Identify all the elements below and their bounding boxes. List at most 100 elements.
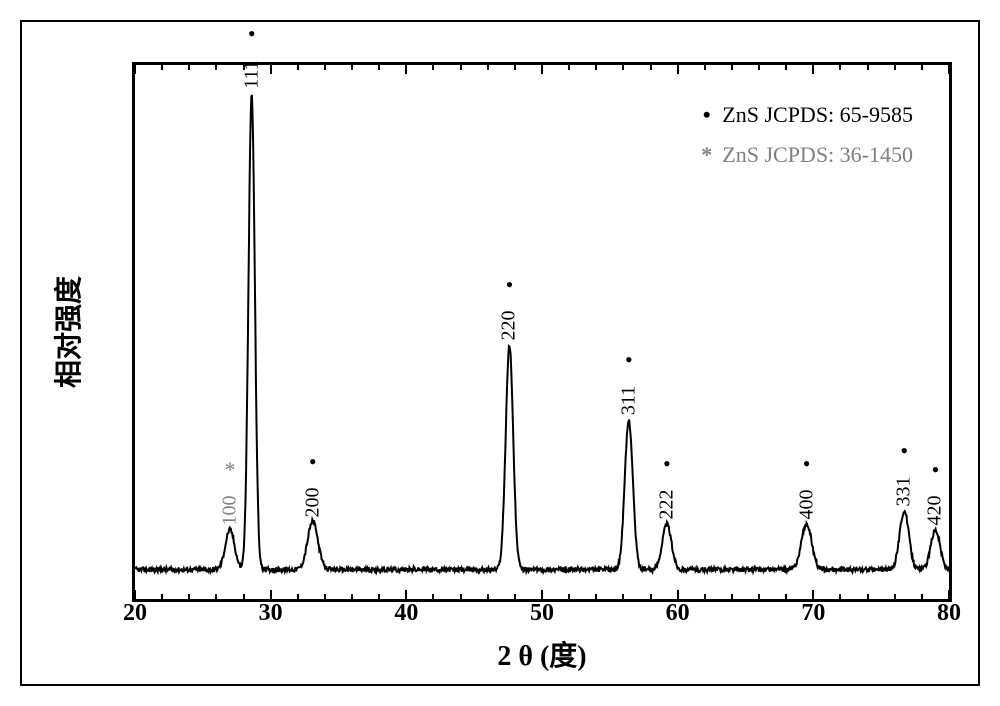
x-tick-minor [215,594,217,600]
x-tick-minor-top [731,64,733,70]
plot-area: • ZnS JCPDS: 65-9585* ZnS JCPDS: 36-1450… [132,62,952,602]
peak-hkl: 100 [218,495,241,525]
x-tick-minor [188,594,190,600]
x-tick-mark-top [270,64,272,74]
x-tick-minor [731,594,733,600]
x-tick-minor-top [704,64,706,70]
x-tick-minor-top [351,64,353,70]
peak-label-200: • 200 [298,451,328,514]
x-tick-mark [405,590,407,600]
legend-item: * ZnS JCPDS: 36-1450 [697,135,913,175]
peak-label-400: •400 [792,453,822,516]
x-tick-minor-top [650,64,652,70]
asterisk-icon: * [697,135,717,175]
x-tick-mark [270,590,272,600]
x-tick-minor [785,594,787,600]
peak-label-111: •111 [237,23,266,86]
x-tick-minor [243,594,245,600]
x-tick-minor [351,594,353,600]
peak-label-100: * 100 [215,459,245,522]
x-tick-mark [541,590,543,600]
x-tick-label: 40 [394,600,418,627]
x-tick-minor-top [785,64,787,70]
x-tick-mark-top [812,64,814,74]
x-tick-minor [568,594,570,600]
dot-icon: • [494,274,524,296]
peak-label-420: • 420 [920,459,950,522]
peak-hkl: 311 [617,386,640,415]
x-tick-minor-top [839,64,841,70]
dot-icon: • [298,451,328,473]
peak-label-220: •220 [494,274,524,337]
peak-label-331: • 331 [889,440,919,503]
x-tick-minor-top [622,64,624,70]
x-tick-mark [948,590,950,600]
legend-text: ZnS JCPDS: 65-9585 [717,102,913,127]
x-tick-minor-top [324,64,326,70]
x-tick-minor [324,594,326,600]
peak-hkl: 111 [240,61,263,90]
x-tick-minor [432,594,434,600]
dot-icon: • [237,23,266,45]
dot-icon: • [889,440,919,462]
legend-item: • ZnS JCPDS: 65-9585 [697,95,913,135]
x-tick-minor [839,594,841,600]
peak-label-311: • 311 [614,349,643,412]
x-tick-minor-top [921,64,923,70]
x-tick-minor-top [487,64,489,70]
x-tick-mark-top [948,64,950,74]
x-tick-label: 70 [801,600,825,627]
x-tick-mark-top [677,64,679,74]
x-tick-mark [134,590,136,600]
peak-hkl: 222 [655,490,678,520]
legend-text: ZnS JCPDS: 36-1450 [717,142,913,167]
x-tick-mark [812,590,814,600]
x-tick-minor-top [568,64,570,70]
x-tick-minor [514,594,516,600]
dot-icon: • [920,459,950,481]
x-tick-minor [867,594,869,600]
x-tick-label: 80 [937,600,961,627]
x-tick-mark-top [134,64,136,74]
dot-icon: • [792,453,822,475]
x-axis-label: 2 θ (度) [497,634,586,674]
x-tick-minor [378,594,380,600]
y-axis-label: 相对强度 [47,276,87,388]
x-tick-minor-top [894,64,896,70]
x-tick-minor-top [460,64,462,70]
dot-icon: • [652,453,682,475]
x-tick-mark-top [405,64,407,74]
peak-hkl: 200 [301,487,324,517]
asterisk-icon: * [215,459,245,481]
x-tick-minor [487,594,489,600]
peak-hkl: 420 [924,495,947,525]
x-tick-label: 60 [666,600,690,627]
x-tick-label: 50 [530,600,554,627]
x-tick-mark [677,590,679,600]
x-tick-minor [622,594,624,600]
peak-hkl: 220 [498,311,521,341]
x-tick-minor [297,594,299,600]
x-tick-minor [650,594,652,600]
xrd-chart: 相对强度 • ZnS JCPDS: 65-9585* ZnS JCPDS: 36… [20,20,980,686]
x-tick-label: 30 [259,600,283,627]
x-tick-minor-top [188,64,190,70]
x-tick-minor-top [378,64,380,70]
x-tick-minor-top [758,64,760,70]
x-tick-minor-top [297,64,299,70]
x-tick-minor-top [514,64,516,70]
x-tick-minor [921,594,923,600]
peak-hkl: 400 [795,490,818,520]
x-tick-mark-top [541,64,543,74]
x-tick-minor-top [432,64,434,70]
x-tick-minor [460,594,462,600]
x-tick-minor-top [161,64,163,70]
x-tick-minor [595,594,597,600]
peak-hkl: 331 [893,476,916,506]
dot-icon: • [697,95,717,135]
x-tick-minor [894,594,896,600]
x-tick-minor-top [215,64,217,70]
dot-icon: • [614,349,643,371]
x-tick-minor [704,594,706,600]
x-tick-minor-top [867,64,869,70]
